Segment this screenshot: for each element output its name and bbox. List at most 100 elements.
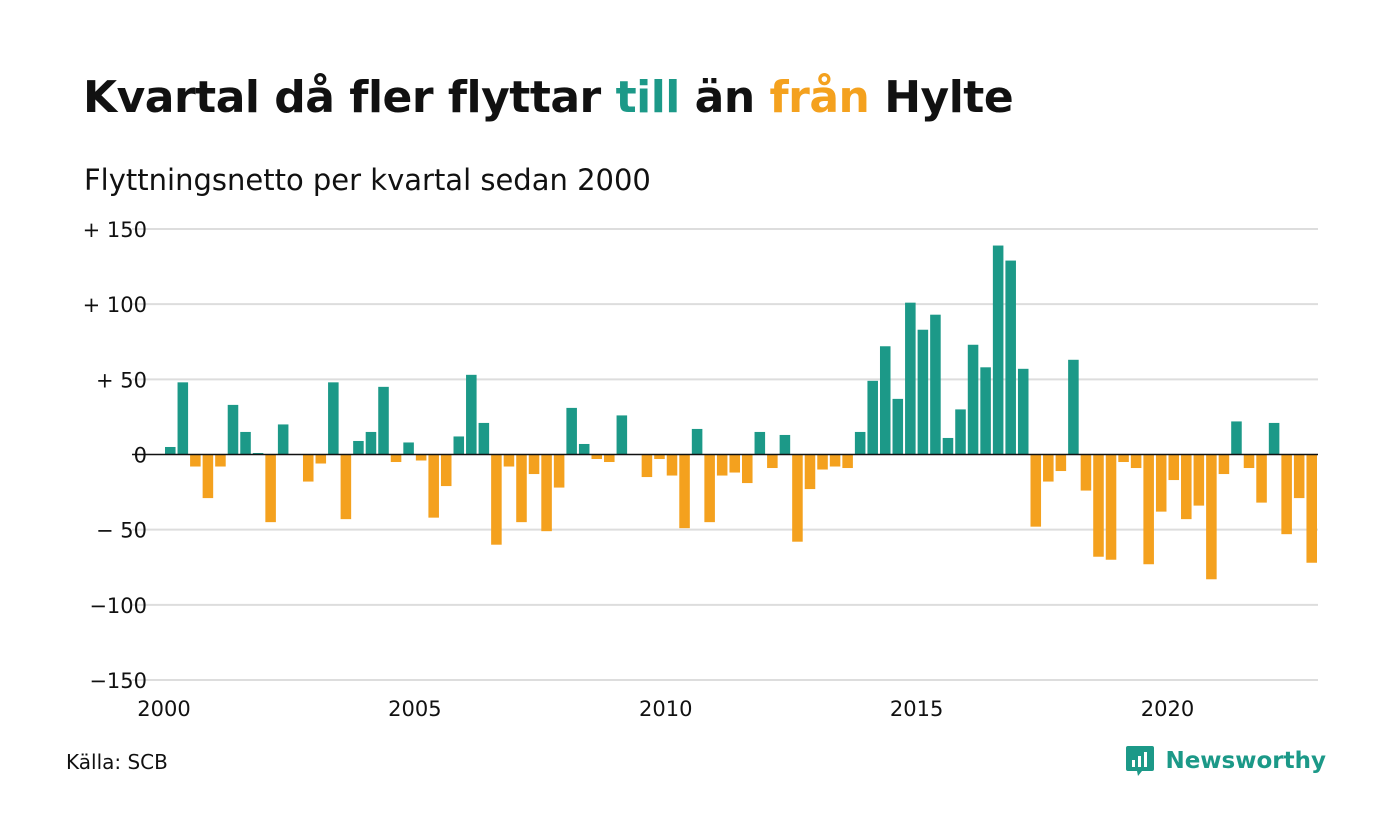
- bar: [992, 245, 1004, 455]
- bar: [1243, 454, 1255, 469]
- bar: [930, 314, 941, 455]
- bar: [1005, 260, 1016, 455]
- bar: [302, 454, 314, 482]
- bar: [353, 440, 364, 455]
- y-tick-label: −100: [89, 594, 147, 618]
- bar: [704, 454, 715, 523]
- grid-lines: [132, 228, 1318, 681]
- bar: [1218, 454, 1230, 475]
- bar: [340, 454, 352, 520]
- bar: [1181, 454, 1192, 520]
- title-part-3: Hylte: [869, 72, 1014, 123]
- bar: [742, 454, 753, 484]
- y-tick-label: − 50: [96, 519, 147, 543]
- bar: [1256, 454, 1267, 503]
- y-tick-label: 0: [134, 444, 147, 468]
- brand-name: Newsworthy: [1165, 748, 1326, 774]
- bar: [428, 454, 439, 518]
- title-word-out: från: [769, 72, 870, 123]
- bar: [202, 454, 214, 499]
- bar: [227, 404, 239, 455]
- bar: [252, 452, 264, 455]
- bar: [1093, 454, 1104, 557]
- title-part-2: än: [679, 72, 770, 123]
- y-tick-label: + 150: [83, 218, 147, 242]
- bar: [591, 454, 603, 460]
- bar: [1155, 454, 1167, 512]
- bar: [1231, 421, 1242, 455]
- bar: [729, 454, 740, 473]
- bar: [767, 454, 778, 469]
- bar: [315, 454, 327, 464]
- bar: [503, 454, 515, 467]
- y-tick-label: + 50: [96, 368, 147, 392]
- bar: [365, 431, 377, 455]
- bar: [917, 329, 929, 455]
- bar: [817, 454, 828, 470]
- bar: [829, 454, 841, 467]
- bar: [553, 454, 565, 488]
- bar: [277, 424, 289, 455]
- y-axis-labels: + 150 + 100 + 50 0 − 50 −100 −150: [83, 218, 147, 693]
- bar: [1055, 454, 1067, 472]
- chart-title: Kvartal då fler flyttar till än från Hyl…: [83, 72, 1014, 123]
- brand: Newsworthy: [1125, 744, 1326, 778]
- bar: [1168, 454, 1180, 481]
- bar: [967, 344, 979, 455]
- bar: [265, 454, 276, 523]
- bar: [616, 415, 628, 455]
- x-tick-label: 2010: [639, 697, 692, 721]
- bar: [453, 436, 465, 455]
- bar: [641, 454, 653, 478]
- bar: [1143, 454, 1154, 565]
- x-tick-label: 2020: [1141, 697, 1194, 721]
- bar: [491, 454, 502, 545]
- bar: [1130, 454, 1142, 469]
- x-tick-label: 2000: [137, 697, 190, 721]
- bar: [165, 446, 176, 455]
- bar: [1105, 454, 1117, 560]
- y-tick-label: + 100: [83, 293, 147, 317]
- bar: [1306, 454, 1317, 563]
- bar: [516, 454, 527, 523]
- x-tick-label: 2005: [388, 697, 441, 721]
- y-tick-label: −150: [89, 669, 147, 693]
- bar: [378, 386, 389, 455]
- bar: [1043, 454, 1054, 482]
- source-note: Källa: SCB: [66, 750, 168, 774]
- bar: [779, 434, 791, 455]
- bar: [1281, 454, 1292, 535]
- bar: [177, 382, 189, 455]
- bar: [328, 382, 339, 455]
- bar: [215, 454, 226, 467]
- bar: [604, 454, 615, 463]
- bar: [1068, 359, 1079, 455]
- bar: [854, 431, 866, 455]
- bar: [440, 454, 452, 487]
- bar: [842, 454, 853, 469]
- bar: [541, 454, 552, 532]
- bar: [190, 454, 201, 467]
- chart-subtitle: Flyttningsnetto per kvartal sedan 2000: [84, 163, 651, 197]
- bar: [679, 454, 690, 529]
- bar: [892, 398, 904, 455]
- bar: [955, 409, 966, 455]
- bar: [716, 454, 728, 476]
- bar: [466, 374, 477, 455]
- bar: [1293, 454, 1305, 499]
- bar: [1017, 368, 1029, 455]
- title-part-1: Kvartal då fler flyttar: [83, 72, 616, 123]
- bar: [415, 454, 427, 461]
- newsworthy-logo-icon: [1126, 746, 1155, 776]
- bar: [879, 346, 891, 455]
- bar: [1080, 454, 1092, 491]
- bar: [566, 407, 577, 455]
- bar: [666, 454, 678, 476]
- bar: [578, 443, 590, 455]
- bar: [754, 431, 766, 455]
- bar: [528, 454, 540, 475]
- bar: [1118, 454, 1129, 463]
- bar: [905, 302, 916, 455]
- bar: [390, 454, 402, 463]
